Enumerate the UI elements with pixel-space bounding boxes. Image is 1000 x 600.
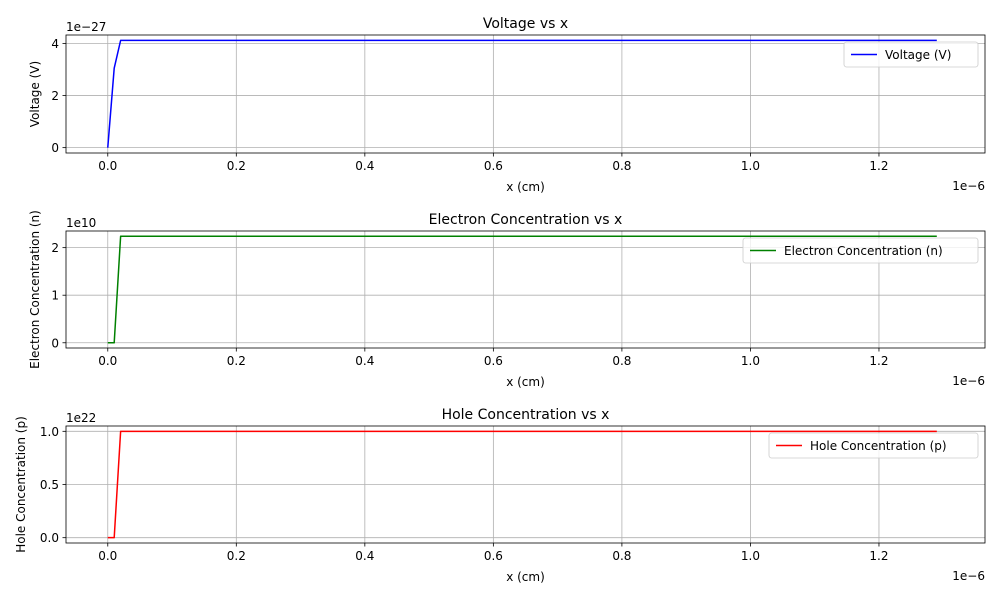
x-tick-label: 0.0	[98, 159, 117, 173]
chart-title: Electron Concentration vs x	[429, 212, 623, 228]
y-tick-label: 0.0	[40, 531, 59, 545]
x-tick-label: 1.2	[869, 159, 888, 173]
y-tick-label: 2	[51, 241, 59, 255]
x-tick-label: 0.4	[355, 354, 374, 368]
y-tick-label: 0.5	[40, 478, 59, 492]
chart-panel-3: 0.0 0.2 0.4 0.6 0.8 1.0 1.2 0.0 0.5 1.0 x (cm) Hole…	[14, 407, 986, 584]
x-tick-label: 1.0	[741, 159, 760, 173]
x-offset-label: 1e−6	[952, 569, 985, 583]
x-tick-label: 0.6	[484, 159, 503, 173]
series-line-1	[107, 430, 937, 539]
chart-title: Voltage vs x	[483, 16, 568, 32]
legend-label: Electron Concentration (n)	[784, 244, 943, 258]
y-axis-label: Voltage (V)	[28, 61, 42, 127]
legend: Electron Concentration (n)	[742, 237, 979, 264]
axes-frame	[65, 34, 986, 154]
x-offset-label: 1e−6	[952, 179, 985, 193]
legend-box	[768, 432, 979, 459]
legend: Hole Concentration (p)	[768, 432, 979, 459]
legend: Voltage (V)	[843, 41, 979, 68]
x-axis-label: x (cm)	[506, 570, 545, 584]
x-tick-label: 0.2	[227, 159, 246, 173]
y-tick-label: 1	[51, 289, 59, 303]
x-tick-label: 0.6	[484, 549, 503, 563]
x-tick-label: 0.8	[612, 159, 631, 173]
x-tick-label: 0.2	[227, 549, 246, 563]
chart-panel-2: 0.0 0.2 0.4 0.6 0.8 1.0 1.2 0 1 2 x (cm) Electron C…	[28, 210, 986, 389]
legend-label: Voltage (V)	[885, 48, 951, 62]
x-tick-label: 1.2	[869, 354, 888, 368]
x-tick-label: 1.0	[741, 549, 760, 563]
y-tick-label: 1.0	[40, 425, 59, 439]
legend-box	[742, 237, 979, 264]
x-tick-label: 0.0	[98, 354, 117, 368]
x-tick-label: 0.8	[612, 354, 631, 368]
series-line-1	[107, 39, 937, 148]
y-tick-label: 0	[51, 336, 59, 350]
series-line-1	[107, 235, 937, 344]
x-tick-label: 0.2	[227, 354, 246, 368]
chart-panel-1: 0.0 0.2 0.4 0.6 0.8 1.0 1.2 0 2 4 x (cm) Voltage (V…	[28, 16, 986, 194]
x-tick-label: 0.4	[355, 159, 374, 173]
x-tick-label: 1.2	[869, 549, 888, 563]
x-tick-label: 0.4	[355, 549, 374, 563]
x-axis-label: x (cm)	[506, 180, 545, 194]
axes-frame	[65, 230, 986, 349]
y-offset-label: 1e22	[66, 411, 96, 425]
legend-label: Hole Concentration (p)	[810, 439, 947, 453]
x-tick-label: 1.0	[741, 354, 760, 368]
x-tick-label: 0.0	[98, 549, 117, 563]
y-axis-label: Hole Concentration (p)	[14, 416, 28, 553]
y-tick-label: 2	[51, 89, 59, 103]
x-axis-label: x (cm)	[506, 375, 545, 389]
x-tick-label: 0.6	[484, 354, 503, 368]
y-axis-label: Electron Concentration (n)	[28, 210, 42, 369]
y-tick-label: 4	[51, 37, 59, 51]
legend-box	[843, 41, 979, 68]
x-tick-label: 0.8	[612, 549, 631, 563]
chart-title: Hole Concentration vs x	[442, 407, 610, 423]
x-offset-label: 1e−6	[952, 374, 985, 388]
y-offset-label: 1e−27	[66, 20, 106, 34]
y-tick-label: 0	[51, 141, 59, 155]
y-offset-label: 1e10	[66, 216, 96, 230]
